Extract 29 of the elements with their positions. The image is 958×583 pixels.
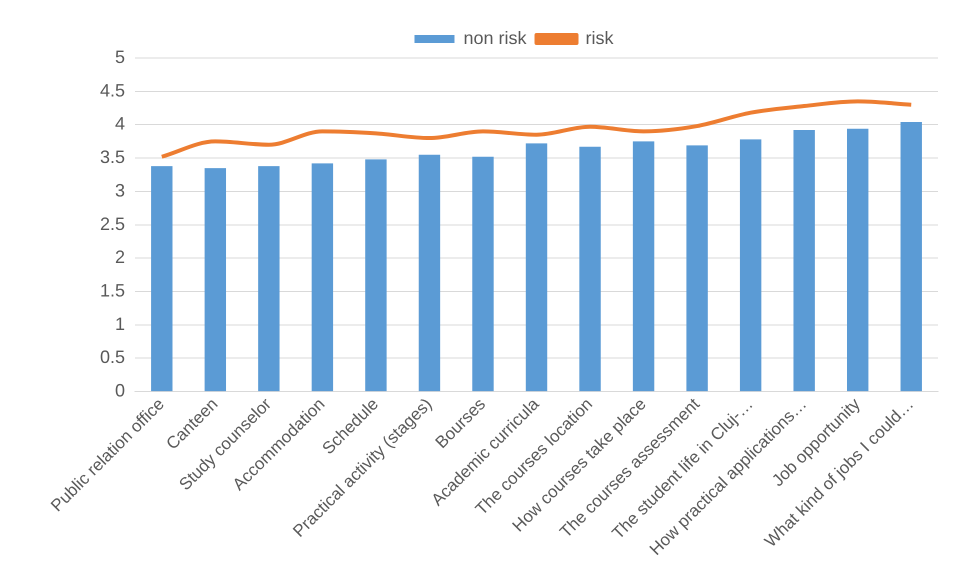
bar — [418, 154, 440, 392]
y-tick-label: 5 — [115, 46, 126, 67]
y-tick-label: 1 — [115, 314, 126, 334]
bar — [472, 156, 494, 392]
bar — [365, 159, 387, 392]
bar — [526, 143, 548, 392]
bar — [793, 130, 815, 392]
bar — [846, 128, 868, 392]
y-tick-label: 0 — [115, 380, 126, 401]
y-tick-label: 3 — [115, 180, 126, 200]
bar — [900, 122, 922, 392]
line-series — [160, 99, 914, 159]
bar — [312, 163, 334, 392]
bar — [632, 141, 654, 392]
y-tick-label: 4.5 — [100, 80, 126, 100]
y-tick-label: 0.5 — [100, 347, 126, 368]
y-tick-label: 2.5 — [100, 214, 126, 234]
bar — [740, 139, 762, 392]
bar — [204, 168, 226, 392]
legend-label: risk — [586, 28, 615, 48]
bar — [686, 145, 708, 392]
legend-label: non risk — [463, 28, 528, 48]
bar — [151, 166, 172, 392]
y-tick-label: 1.5 — [100, 280, 126, 300]
y-tick-label: 3.5 — [100, 147, 126, 168]
y-tick-label: 2 — [115, 247, 126, 268]
y-tick-label: 4 — [115, 114, 126, 134]
bar — [258, 166, 280, 392]
bar — [579, 146, 601, 392]
